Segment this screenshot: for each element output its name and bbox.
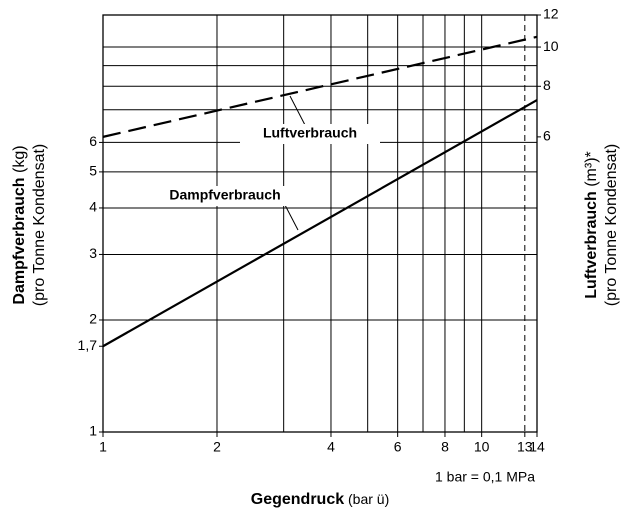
series-label: Dampfverbrauch bbox=[169, 187, 280, 203]
plot-frame bbox=[102, 14, 538, 433]
y2-tick-label: 12 bbox=[543, 6, 559, 22]
x-tick-label: 1 bbox=[99, 439, 107, 455]
y2-tick-label: 6 bbox=[543, 128, 551, 144]
y-tick-label: 4 bbox=[89, 199, 97, 215]
x-tick-label: 10 bbox=[474, 439, 490, 455]
x-label-bold: Gegendruck bbox=[251, 491, 344, 508]
y-label-bold: Dampfverbrauch bbox=[11, 177, 28, 304]
y-tick-label: 6 bbox=[89, 133, 97, 149]
y-tick-label: 1,7 bbox=[78, 337, 98, 353]
y2-tick-label: 8 bbox=[543, 77, 551, 93]
y2-label-unit: (m³)* bbox=[583, 151, 600, 187]
series-label: Luftverbrauch bbox=[263, 125, 357, 141]
x-tick-label: 8 bbox=[441, 439, 449, 455]
series-line bbox=[102, 35, 538, 138]
y-tick-label: 2 bbox=[89, 311, 97, 327]
label-bg bbox=[155, 186, 295, 206]
x-tick-label: 2 bbox=[213, 439, 221, 455]
y2-axis-label: Luftverbrauch (m³)* (pro Tonne Kondensat… bbox=[583, 144, 620, 306]
x-axis-label: Gegendruck (bar ü) bbox=[251, 491, 389, 509]
series-line bbox=[102, 99, 538, 348]
y-tick-label: 1 bbox=[89, 423, 97, 439]
x-tick-label: 6 bbox=[394, 439, 402, 455]
x-tick-label: 14 bbox=[529, 439, 545, 455]
y2-tick-label: 10 bbox=[543, 38, 559, 54]
svg-text:Luftverbrauch (m³)*: Luftverbrauch (m³)* bbox=[583, 151, 600, 299]
y-tick-label: 5 bbox=[89, 163, 97, 179]
x-tick-label: 4 bbox=[327, 439, 335, 455]
x-label-unit: (bar ü) bbox=[348, 491, 389, 507]
svg-text:Dampfverbrauch (kg): Dampfverbrauch (kg) bbox=[11, 145, 28, 304]
note: 1 bar = 0,1 MPa bbox=[435, 469, 535, 485]
y-label-unit: (kg) bbox=[11, 145, 28, 173]
annotation-arrow bbox=[289, 95, 306, 126]
label-bg bbox=[240, 124, 380, 144]
y-tick-label: 3 bbox=[89, 245, 97, 261]
y2-label-bold: Luftverbrauch bbox=[583, 191, 600, 299]
annotation-arrow bbox=[284, 204, 299, 231]
y-axis-label: Dampfverbrauch (kg) (pro Tonne Kondensat… bbox=[11, 144, 48, 306]
x-tick-label: 13 bbox=[517, 439, 533, 455]
y2-label-sub: (pro Tonne Kondensat) bbox=[603, 144, 620, 306]
y-label-sub: (pro Tonne Kondensat) bbox=[31, 144, 48, 306]
